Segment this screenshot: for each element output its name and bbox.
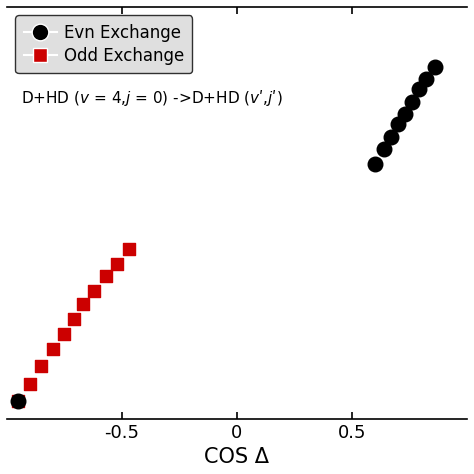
- Point: [15, 397, 22, 405]
- Point: [70, 315, 77, 323]
- Point: [371, 160, 379, 168]
- Point: [15, 397, 22, 405]
- Point: [61, 330, 68, 337]
- Point: [415, 85, 422, 93]
- X-axis label: COS Δ: COS Δ: [204, 447, 270, 467]
- Point: [102, 273, 109, 280]
- Point: [401, 110, 409, 118]
- Point: [79, 300, 87, 308]
- Point: [387, 133, 395, 140]
- Point: [408, 98, 416, 106]
- Point: [422, 75, 429, 83]
- Point: [381, 146, 388, 153]
- Point: [37, 363, 45, 370]
- Point: [114, 260, 121, 268]
- Point: [394, 120, 402, 128]
- Point: [49, 345, 57, 353]
- Point: [431, 63, 438, 71]
- Legend: Evn Exchange, Odd Exchange: Evn Exchange, Odd Exchange: [15, 15, 192, 73]
- Point: [125, 245, 133, 253]
- Point: [26, 380, 34, 388]
- Text: D+HD ($\it{v}$ = 4,$\it{j}$ = 0) ->D+HD ($\it{v}$ʹ,$\it{j}$ʹ): D+HD ($\it{v}$ = 4,$\it{j}$ = 0) ->D+HD …: [21, 88, 283, 108]
- Point: [91, 288, 98, 295]
